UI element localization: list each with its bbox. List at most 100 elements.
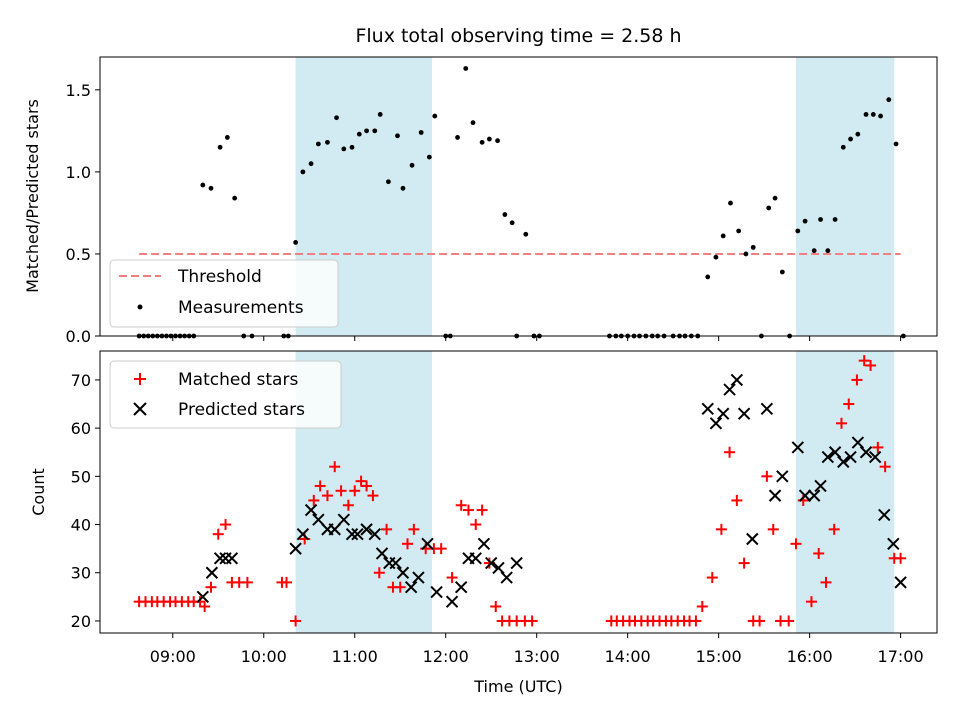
measurement-point	[736, 228, 742, 234]
measurement-point	[217, 144, 223, 150]
predicted-x-b	[484, 556, 498, 570]
predicted-x-b	[837, 455, 850, 469]
top-shaded-span	[795, 57, 895, 336]
measurement-point	[377, 112, 383, 117]
matched-star-point	[394, 581, 406, 593]
bottom-x-tick-label: 11:00	[332, 647, 378, 666]
predicted-x-b	[878, 508, 891, 522]
measurement-point	[300, 169, 306, 175]
matched-star-point	[462, 504, 474, 516]
predicted-star-point	[396, 566, 410, 579]
predicted-x-b	[859, 446, 873, 459]
matched-star-point	[342, 499, 354, 511]
measurement-point	[795, 228, 801, 234]
predicted-x-b	[328, 523, 341, 536]
bottom-x-tick-label: 17:00	[878, 647, 924, 666]
predicted-x-b	[196, 590, 210, 604]
matched-star-point	[879, 461, 891, 473]
predicted-star-point	[469, 552, 482, 565]
measurement-point	[523, 231, 529, 237]
predicted-x-b	[213, 552, 227, 565]
predicted-x-b	[351, 527, 364, 541]
measurement-point	[325, 139, 330, 145]
matched-star-point	[783, 615, 795, 627]
measurement-point	[455, 135, 460, 140]
predicted-stars-points	[196, 373, 907, 608]
measurement-point	[349, 144, 355, 150]
predicted-star-point	[510, 556, 523, 570]
matched-star-point	[308, 494, 320, 506]
matched-star-point	[724, 446, 736, 458]
measurement-point	[743, 251, 749, 257]
predicted-star-point	[737, 407, 751, 420]
matched-star-point	[813, 547, 825, 559]
predicted-star-point	[768, 489, 782, 502]
matched-star-point	[761, 470, 773, 482]
measurement-point	[848, 136, 853, 142]
bottom-x-tick-label: 09:00	[150, 647, 196, 666]
top-x-ticks	[172, 336, 902, 341]
predicted-x-b	[412, 571, 425, 584]
predicted-x-b	[701, 402, 714, 416]
measurement-point	[802, 218, 808, 224]
predicted-star-point	[746, 532, 759, 546]
predicted-x-b	[807, 489, 821, 502]
bottom-y-ticks: 20 30 40 50 60 70	[71, 371, 100, 631]
predicted-star-point	[791, 441, 805, 454]
measurement-point	[386, 179, 391, 185]
bottom-x-tick-label: 10:00	[241, 647, 287, 666]
matched-star-point	[402, 538, 414, 550]
matched-star-point	[790, 538, 802, 550]
predicted-x-b	[814, 479, 827, 493]
measurement-point	[200, 182, 206, 188]
top-y-axis-label: Matched/Predicted stars	[23, 99, 42, 293]
predicted-star-point	[709, 417, 723, 430]
measurement-point	[870, 112, 876, 117]
predicted-star-point	[225, 552, 239, 565]
predicted-x-b	[730, 373, 744, 387]
predicted-x-b	[368, 527, 381, 541]
legend-matched-label: Matched stars	[178, 370, 298, 390]
matched-star-point	[314, 480, 326, 492]
predicted-x-b	[500, 571, 513, 584]
matched-star-point	[373, 567, 385, 579]
predicted-x-b	[345, 527, 359, 541]
measurement-point	[779, 269, 785, 275]
measurement-point	[208, 185, 214, 191]
predicted-x-b	[225, 552, 239, 565]
predicted-x-b	[289, 542, 302, 555]
predicted-star-point	[296, 527, 310, 541]
top-y-tick-label: 0.0	[66, 327, 91, 346]
matched-star-point	[696, 600, 708, 612]
predicted-star-point	[760, 402, 774, 416]
matched-star-point	[361, 480, 373, 492]
predicted-x-b	[375, 547, 389, 560]
measurement-point	[878, 113, 883, 119]
matched-star-point	[281, 576, 293, 588]
measurement-point	[772, 195, 778, 201]
top-y-ticks: 0.0 0.5 1.0 1.5	[66, 81, 100, 346]
predicted-x-b	[851, 436, 865, 449]
predicted-star-point	[328, 523, 341, 536]
predicted-x-b	[868, 450, 882, 464]
predicted-star-point	[878, 508, 891, 522]
matched-star-point	[241, 576, 253, 588]
matched-star-point	[335, 485, 347, 497]
predicted-x-b	[821, 450, 835, 464]
predicted-x-b	[894, 576, 907, 589]
matched-star-point	[355, 475, 367, 487]
bottom-y-axis-label: Count	[29, 468, 48, 516]
matched-star-point	[835, 417, 847, 429]
predicted-x-b	[746, 532, 759, 546]
predicted-star-point	[196, 590, 210, 604]
predicted-star-point	[894, 576, 907, 589]
measurement-point	[766, 205, 772, 211]
matched-star-point	[767, 523, 779, 535]
predicted-x-b	[337, 513, 351, 526]
predicted-x-b	[421, 537, 434, 551]
bottom-legend: Matched stars Predicted stars	[109, 360, 342, 429]
predicted-star-point	[887, 537, 900, 551]
predicted-x-b	[304, 503, 318, 517]
bottom-y-tick-label: 20	[71, 612, 91, 631]
predicted-star-point	[445, 595, 459, 608]
